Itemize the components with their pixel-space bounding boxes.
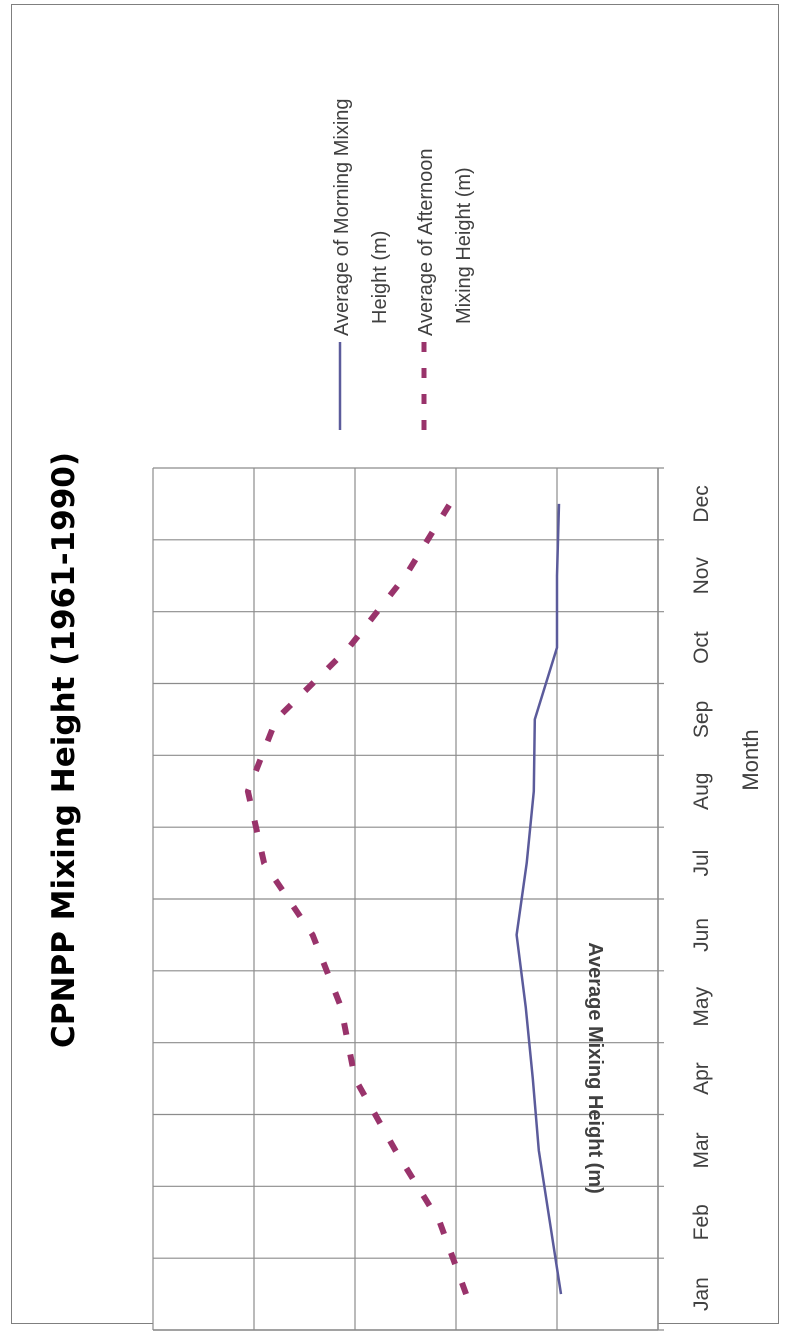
x-tick-label: Jul [690, 850, 713, 877]
axes [153, 468, 659, 1331]
x-tick-label: Feb [690, 1204, 713, 1240]
x-tick-label: Dec [690, 485, 713, 522]
x-tick-label: Nov [690, 557, 713, 595]
x-tick-label: Apr [690, 1062, 713, 1095]
x-tick-label: Oct [690, 631, 713, 664]
x-tick-label: Jan [690, 1277, 713, 1311]
x-axis-label: Month [738, 729, 763, 790]
x-tick-label: Aug [690, 773, 713, 810]
x-tick-label: May [690, 986, 713, 1026]
x-tick-labels: Jan Feb Mar Apr May Jun Jul Aug Sep Oct Nov Dec [690, 485, 713, 1311]
legend-label: Average of Afternoon [415, 148, 437, 336]
series-line-morning [515, 503, 563, 1295]
y-axis-label: Average Mixing Height (m) [584, 942, 606, 1194]
legend-label: Mixing Height (m) [453, 167, 475, 324]
plot-area [152, 467, 664, 1331]
x-tick-label: Mar [690, 1132, 713, 1168]
x-tick-label: Sep [690, 701, 713, 738]
chart-title: CPNPP Mixing Height (1961-1990) [46, 452, 82, 1048]
x-tick-label: Jun [690, 918, 713, 952]
legend: Average of Morning Mixing Height (m) Avera… [331, 98, 475, 430]
series-lines [244, 502, 563, 1296]
legend-label: Average of Morning Mixing [331, 98, 353, 336]
legend-label: Height (m) [369, 231, 391, 324]
